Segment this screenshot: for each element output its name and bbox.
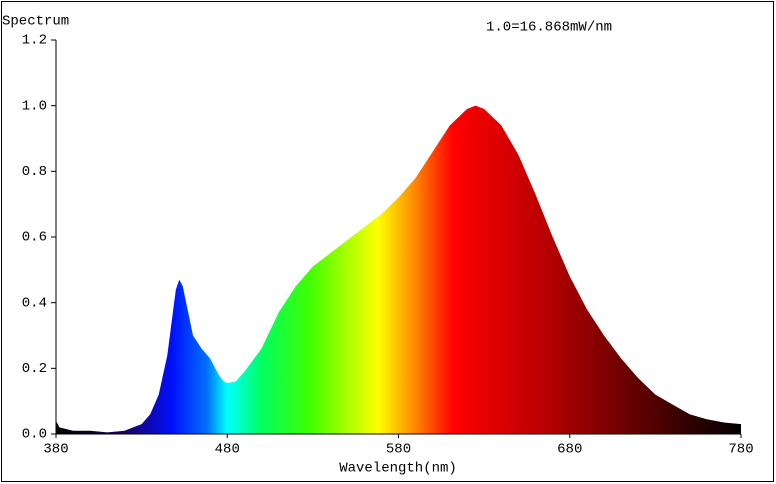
x-tick-label: 480 xyxy=(215,442,240,458)
x-tick-label: 780 xyxy=(728,442,753,458)
plot xyxy=(56,105,741,435)
y-axis-title: Spectrum xyxy=(2,14,69,30)
y-tick-label: 0.0 xyxy=(22,427,47,443)
y-tick-label: 1.2 xyxy=(22,33,47,49)
x-tick-label: 580 xyxy=(386,442,411,458)
x-axis-title: Wavelength(nm) xyxy=(339,461,457,477)
x-tick-label: 680 xyxy=(557,442,582,458)
y-tick-label: 1.0 xyxy=(22,98,47,114)
annotation: 1.0=16.868mW/nm xyxy=(486,20,612,36)
y-tick-label: 0.2 xyxy=(22,361,47,377)
y-tick-label: 0.8 xyxy=(22,164,47,180)
x-tick-label: 380 xyxy=(43,442,68,458)
spectrum-area xyxy=(56,105,741,435)
y-tick-label: 0.6 xyxy=(22,230,47,246)
y-tick-label: 0.4 xyxy=(22,295,47,311)
